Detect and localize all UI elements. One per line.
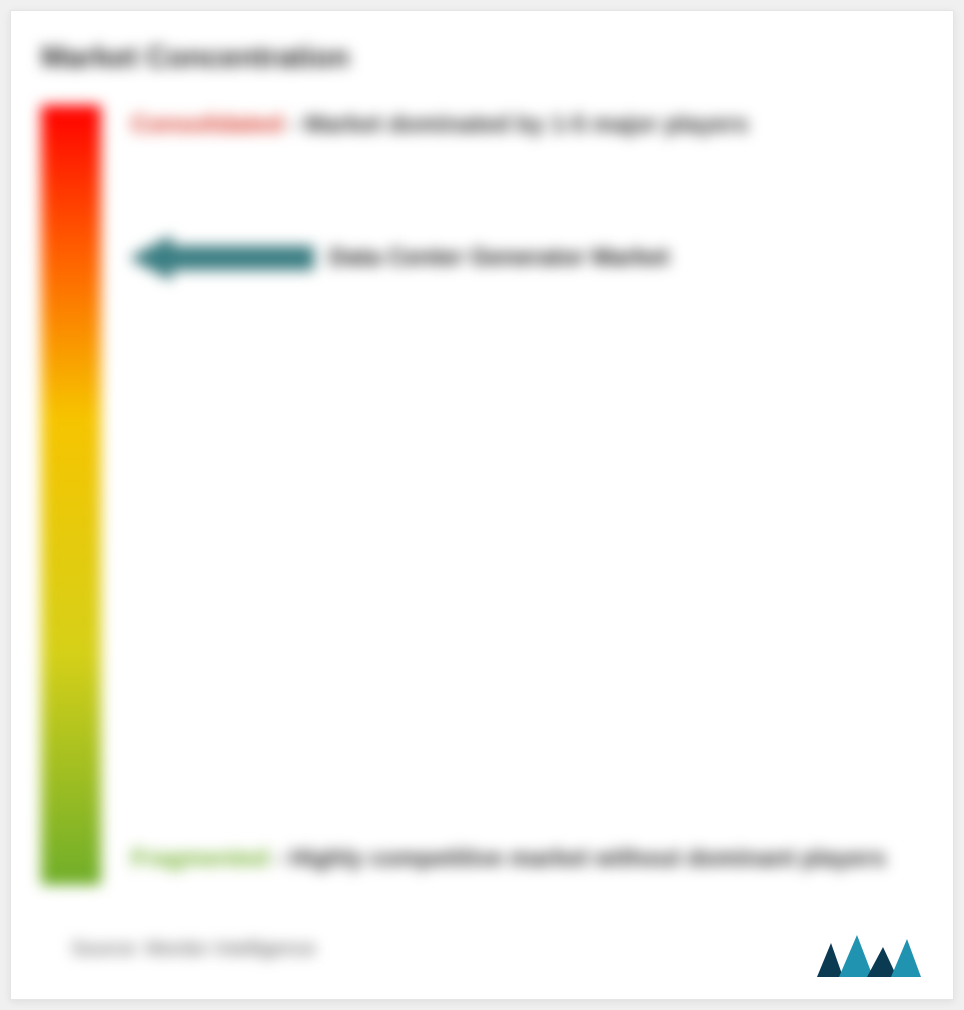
- blurred-content: Market Concentration Consolidated - Mark…: [41, 41, 923, 979]
- body-row: Consolidated - Market dominated by 1-5 m…: [41, 105, 923, 885]
- pointer-label: Data Center Generator Market: [329, 244, 669, 272]
- card-title: Market Concentration: [41, 41, 923, 75]
- consolidated-description: Consolidated - Market dominated by 1-5 m…: [131, 99, 913, 151]
- market-pointer: Data Center Generator Market: [131, 235, 913, 281]
- pointer-arrow-icon: [131, 235, 315, 281]
- gradient-bar-icon: [41, 105, 101, 885]
- fragmented-label: Fragmented: [131, 845, 268, 872]
- consolidated-text: - Market dominated by 1-5 major players: [290, 111, 749, 138]
- consolidated-label: Consolidated: [131, 111, 283, 138]
- fragmented-text: - Highly competitive market without domi…: [275, 845, 886, 872]
- market-concentration-card: Market Concentration Consolidated - Mark…: [10, 10, 954, 1000]
- brand-logo-icon: [813, 933, 923, 979]
- fragmented-description: Fragmented - Highly competitive market w…: [131, 833, 913, 885]
- text-column: Consolidated - Market dominated by 1-5 m…: [101, 105, 923, 885]
- concentration-scale: [41, 105, 101, 885]
- source-attribution: Source: Mordor Intelligence: [71, 938, 316, 961]
